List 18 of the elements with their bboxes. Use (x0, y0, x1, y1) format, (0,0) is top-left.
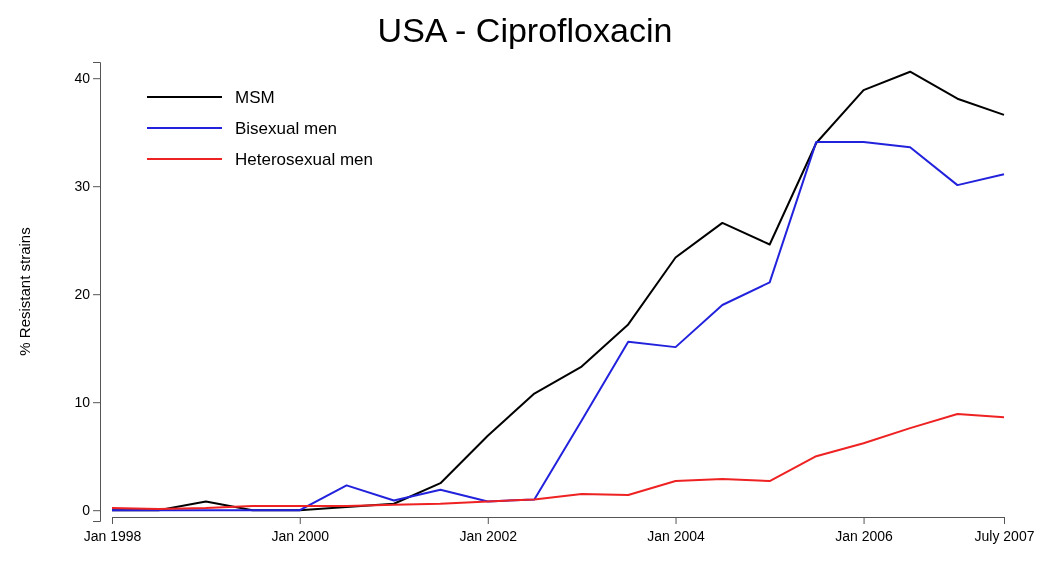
legend-label: MSM (235, 88, 275, 107)
y-axis-title: % Resistant strains (16, 227, 33, 356)
y-tick-label: 30 (74, 178, 91, 195)
y-tick-label: 40 (74, 70, 91, 87)
x-tick-label: July 2007 (974, 528, 1035, 544)
legend-label: Heterosexual men (235, 150, 373, 169)
line-series (111, 140, 1005, 512)
y-tick-label: 0 (82, 502, 91, 519)
line-series (111, 413, 1005, 511)
x-tick-label: Jan 2004 (647, 528, 706, 544)
chart-title: USA - Ciprofloxacin (377, 11, 673, 49)
x-tick-label: Jan 2006 (835, 528, 894, 544)
y-tick-label: 20 (74, 286, 91, 303)
y-tick-label: 10 (74, 394, 91, 411)
x-tick-label: Jan 1998 (83, 528, 142, 544)
legend-label: Bisexual men (235, 119, 338, 138)
x-tick-label: Jan 2002 (459, 528, 518, 544)
x-tick-label: Jan 2000 (271, 528, 330, 544)
